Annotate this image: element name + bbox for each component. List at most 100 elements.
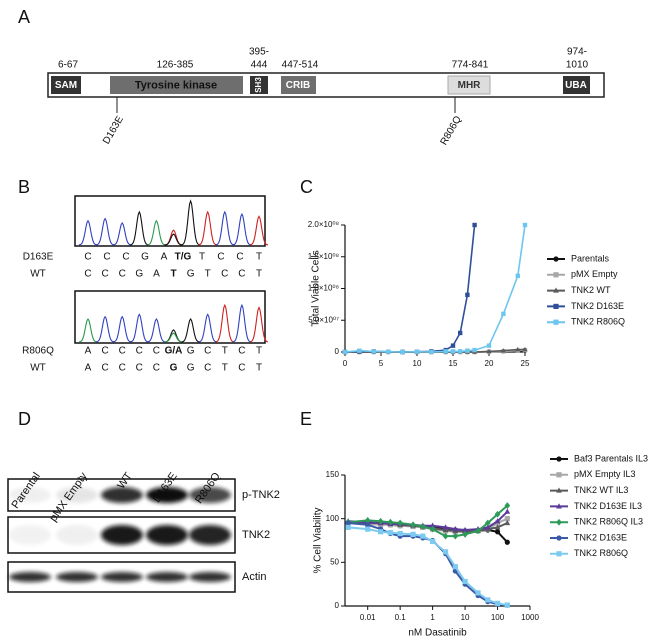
blot-band: [189, 572, 231, 582]
trace-peak: [249, 215, 269, 246]
sequence-base: T: [222, 346, 228, 357]
x-tick-label: 1: [430, 613, 435, 622]
legend-label: Baf3 Parentals IL3: [574, 453, 648, 463]
data-point: [515, 273, 520, 278]
x-tick-label: 20: [485, 359, 494, 368]
data-point: [484, 524, 491, 530]
sequence-base: G: [170, 363, 178, 374]
sequence-base: G: [187, 346, 195, 357]
domain-range: 444: [251, 60, 268, 71]
y-tick-label: 2.0×10⁰⁸: [308, 220, 339, 229]
x-tick-label: 15: [449, 359, 458, 368]
legend-marker: [553, 319, 559, 325]
domain-name: CRIB: [286, 80, 310, 91]
domain-range: 774-841: [452, 60, 489, 71]
series-line: [344, 224, 526, 353]
data-point: [387, 518, 394, 526]
x-tick-label: 25: [521, 359, 530, 368]
data-point: [475, 590, 481, 596]
data-point: [429, 349, 434, 355]
blot-band: [101, 572, 143, 582]
data-point: [452, 532, 459, 540]
mutation-label: D163E: [101, 114, 126, 146]
data-point: [472, 222, 477, 228]
data-point: [414, 349, 420, 354]
legend-label: TNK2 D163E: [574, 532, 627, 542]
sequence-base: T: [222, 363, 228, 374]
trace-peak: [95, 217, 115, 246]
data-point: [430, 538, 436, 544]
domain-name: MHR: [458, 80, 482, 91]
data-point: [357, 348, 362, 353]
panel-label: D: [18, 409, 31, 429]
data-point: [442, 526, 449, 533]
y-axis-label: Total Viable Cells: [311, 250, 322, 327]
domain-box: [250, 76, 268, 94]
data-point: [522, 346, 528, 352]
legend-label: TNK2 R806Q: [574, 548, 628, 558]
data-point: [494, 524, 501, 530]
data-point: [462, 526, 468, 533]
data-point: [429, 525, 436, 533]
legend-label: TNK2 WT: [571, 285, 611, 295]
panel-label: C: [300, 177, 313, 197]
domain-box: [51, 76, 81, 94]
sequence-base: A: [85, 346, 92, 357]
sequence-base: C: [122, 252, 129, 263]
y-tick-label: 0: [335, 347, 340, 356]
sequence-base: C: [238, 363, 245, 374]
sequence-base: G: [187, 269, 195, 280]
trace-peak: [249, 306, 269, 343]
sequence-base: C: [236, 252, 243, 263]
blot-band: [101, 525, 143, 545]
data-point: [465, 348, 470, 353]
data-point: [345, 524, 351, 530]
sequence-base: A: [161, 252, 168, 263]
data-point: [450, 349, 456, 354]
data-point: [475, 527, 481, 535]
data-point: [494, 518, 501, 524]
x-tick-label: 0: [343, 359, 348, 368]
domain-range: 6-67: [58, 60, 78, 71]
sequence-label: D163E: [23, 252, 54, 263]
data-point: [504, 508, 511, 514]
sequence-base: C: [101, 269, 108, 280]
legend-label: Parentals: [571, 253, 610, 263]
sequence-base: A: [153, 269, 160, 280]
trace-peak: [164, 332, 183, 343]
data-point: [397, 519, 404, 527]
sequence-base: C: [153, 346, 160, 357]
series-line: [348, 522, 508, 607]
sequence-base: C: [221, 269, 228, 280]
series-line: [348, 504, 508, 538]
legend-marker: [553, 256, 559, 262]
legend-label: TNK2 D163E: [571, 301, 624, 311]
y-tick-label: 1.5×10⁰⁸: [308, 252, 339, 261]
blot-band: [146, 572, 188, 582]
domain-name: Tyrosine kinase: [135, 79, 217, 91]
sequence-base: T: [256, 269, 262, 280]
blot-band: [146, 525, 188, 545]
data-point: [504, 539, 510, 545]
row-label: TNK2: [242, 529, 270, 541]
data-point: [494, 600, 501, 606]
x-tick-label: 5: [379, 359, 384, 368]
data-point: [486, 348, 492, 354]
trace-peak: [147, 219, 166, 246]
trace-peak: [147, 317, 166, 343]
blot-band: [101, 487, 143, 503]
trace-peak: [164, 229, 183, 246]
trace-peak: [78, 317, 98, 343]
blot-band: [56, 525, 98, 545]
series-line: [344, 224, 476, 353]
row-label: p-TNK2: [242, 489, 280, 501]
sequence-base: C: [238, 269, 245, 280]
sequence-base: C: [238, 346, 245, 357]
data-point: [504, 516, 510, 522]
data-point: [504, 502, 511, 509]
data-point: [486, 343, 492, 348]
domain-range: 974-: [567, 47, 587, 58]
sequence-base: C: [101, 363, 108, 374]
